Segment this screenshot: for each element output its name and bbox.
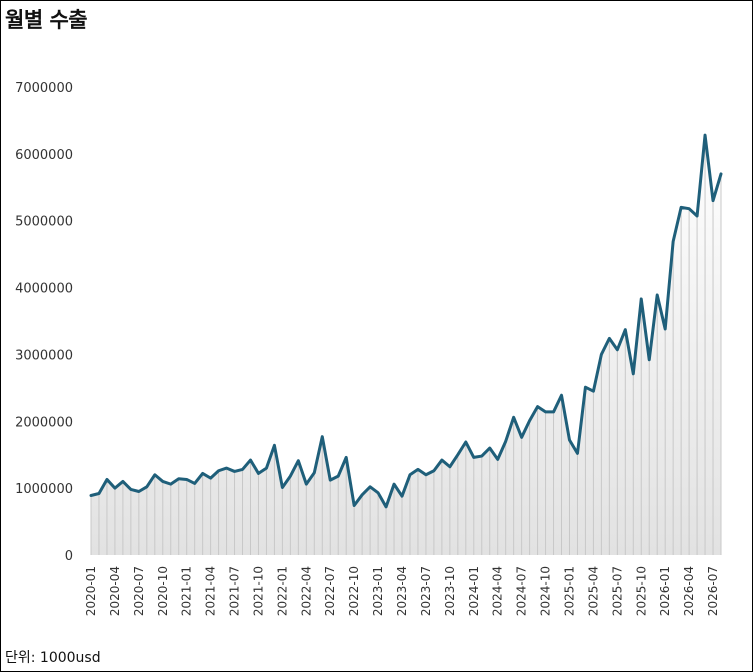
chart-title: 월별 수출 xyxy=(5,8,88,32)
x-tick-label: 2023-10 xyxy=(443,566,457,616)
x-tick-label: 2023-04 xyxy=(395,566,409,616)
x-tick-label: 2026-01 xyxy=(658,566,672,616)
y-tick-label: 7000000 xyxy=(15,81,73,96)
x-tick-label: 2021-04 xyxy=(204,566,218,616)
x-tick-label: 2021-10 xyxy=(251,566,265,616)
y-tick-label: 2000000 xyxy=(15,415,73,430)
x-tick-label: 2025-10 xyxy=(634,566,648,616)
x-tick-label: 2025-01 xyxy=(562,566,576,616)
x-tick-label: 2022-07 xyxy=(323,566,337,616)
x-tick-label: 2021-07 xyxy=(228,566,242,616)
x-tick-label: 2024-10 xyxy=(539,566,553,616)
x-tick-label: 2024-04 xyxy=(491,566,505,616)
y-tick-label: 6000000 xyxy=(15,148,73,163)
x-tick-label: 2023-01 xyxy=(371,566,385,616)
x-tick-label: 2020-01 xyxy=(84,566,98,616)
y-tick-label: 5000000 xyxy=(15,215,73,230)
unit-note: 단위: 1000usd xyxy=(5,650,101,666)
y-tick-label: 0 xyxy=(65,549,73,564)
y-tick-label: 3000000 xyxy=(15,348,73,363)
x-tick-label: 2022-10 xyxy=(347,566,361,616)
area-fill xyxy=(91,135,721,555)
y-tick-label: 4000000 xyxy=(15,282,73,297)
x-tick-label: 2026-04 xyxy=(682,566,696,616)
x-tick-label: 2020-10 xyxy=(156,566,170,616)
x-tick-label: 2025-04 xyxy=(586,566,600,616)
x-tick-label: 2026-07 xyxy=(706,566,720,616)
x-tick-label: 2022-01 xyxy=(275,566,289,616)
series-line xyxy=(89,133,723,509)
x-tick-label: 2025-07 xyxy=(610,566,624,616)
x-tick-label: 2020-04 xyxy=(108,566,122,616)
y-tick-label: 1000000 xyxy=(15,482,73,497)
x-tick-label: 2024-01 xyxy=(467,566,481,616)
x-tick-label: 2023-07 xyxy=(419,566,433,616)
x-tick-label: 2022-04 xyxy=(299,566,313,616)
x-tick-label: 2024-07 xyxy=(515,566,529,616)
x-tick-label: 2021-01 xyxy=(180,566,194,616)
x-tick-label: 2020-07 xyxy=(132,566,146,616)
